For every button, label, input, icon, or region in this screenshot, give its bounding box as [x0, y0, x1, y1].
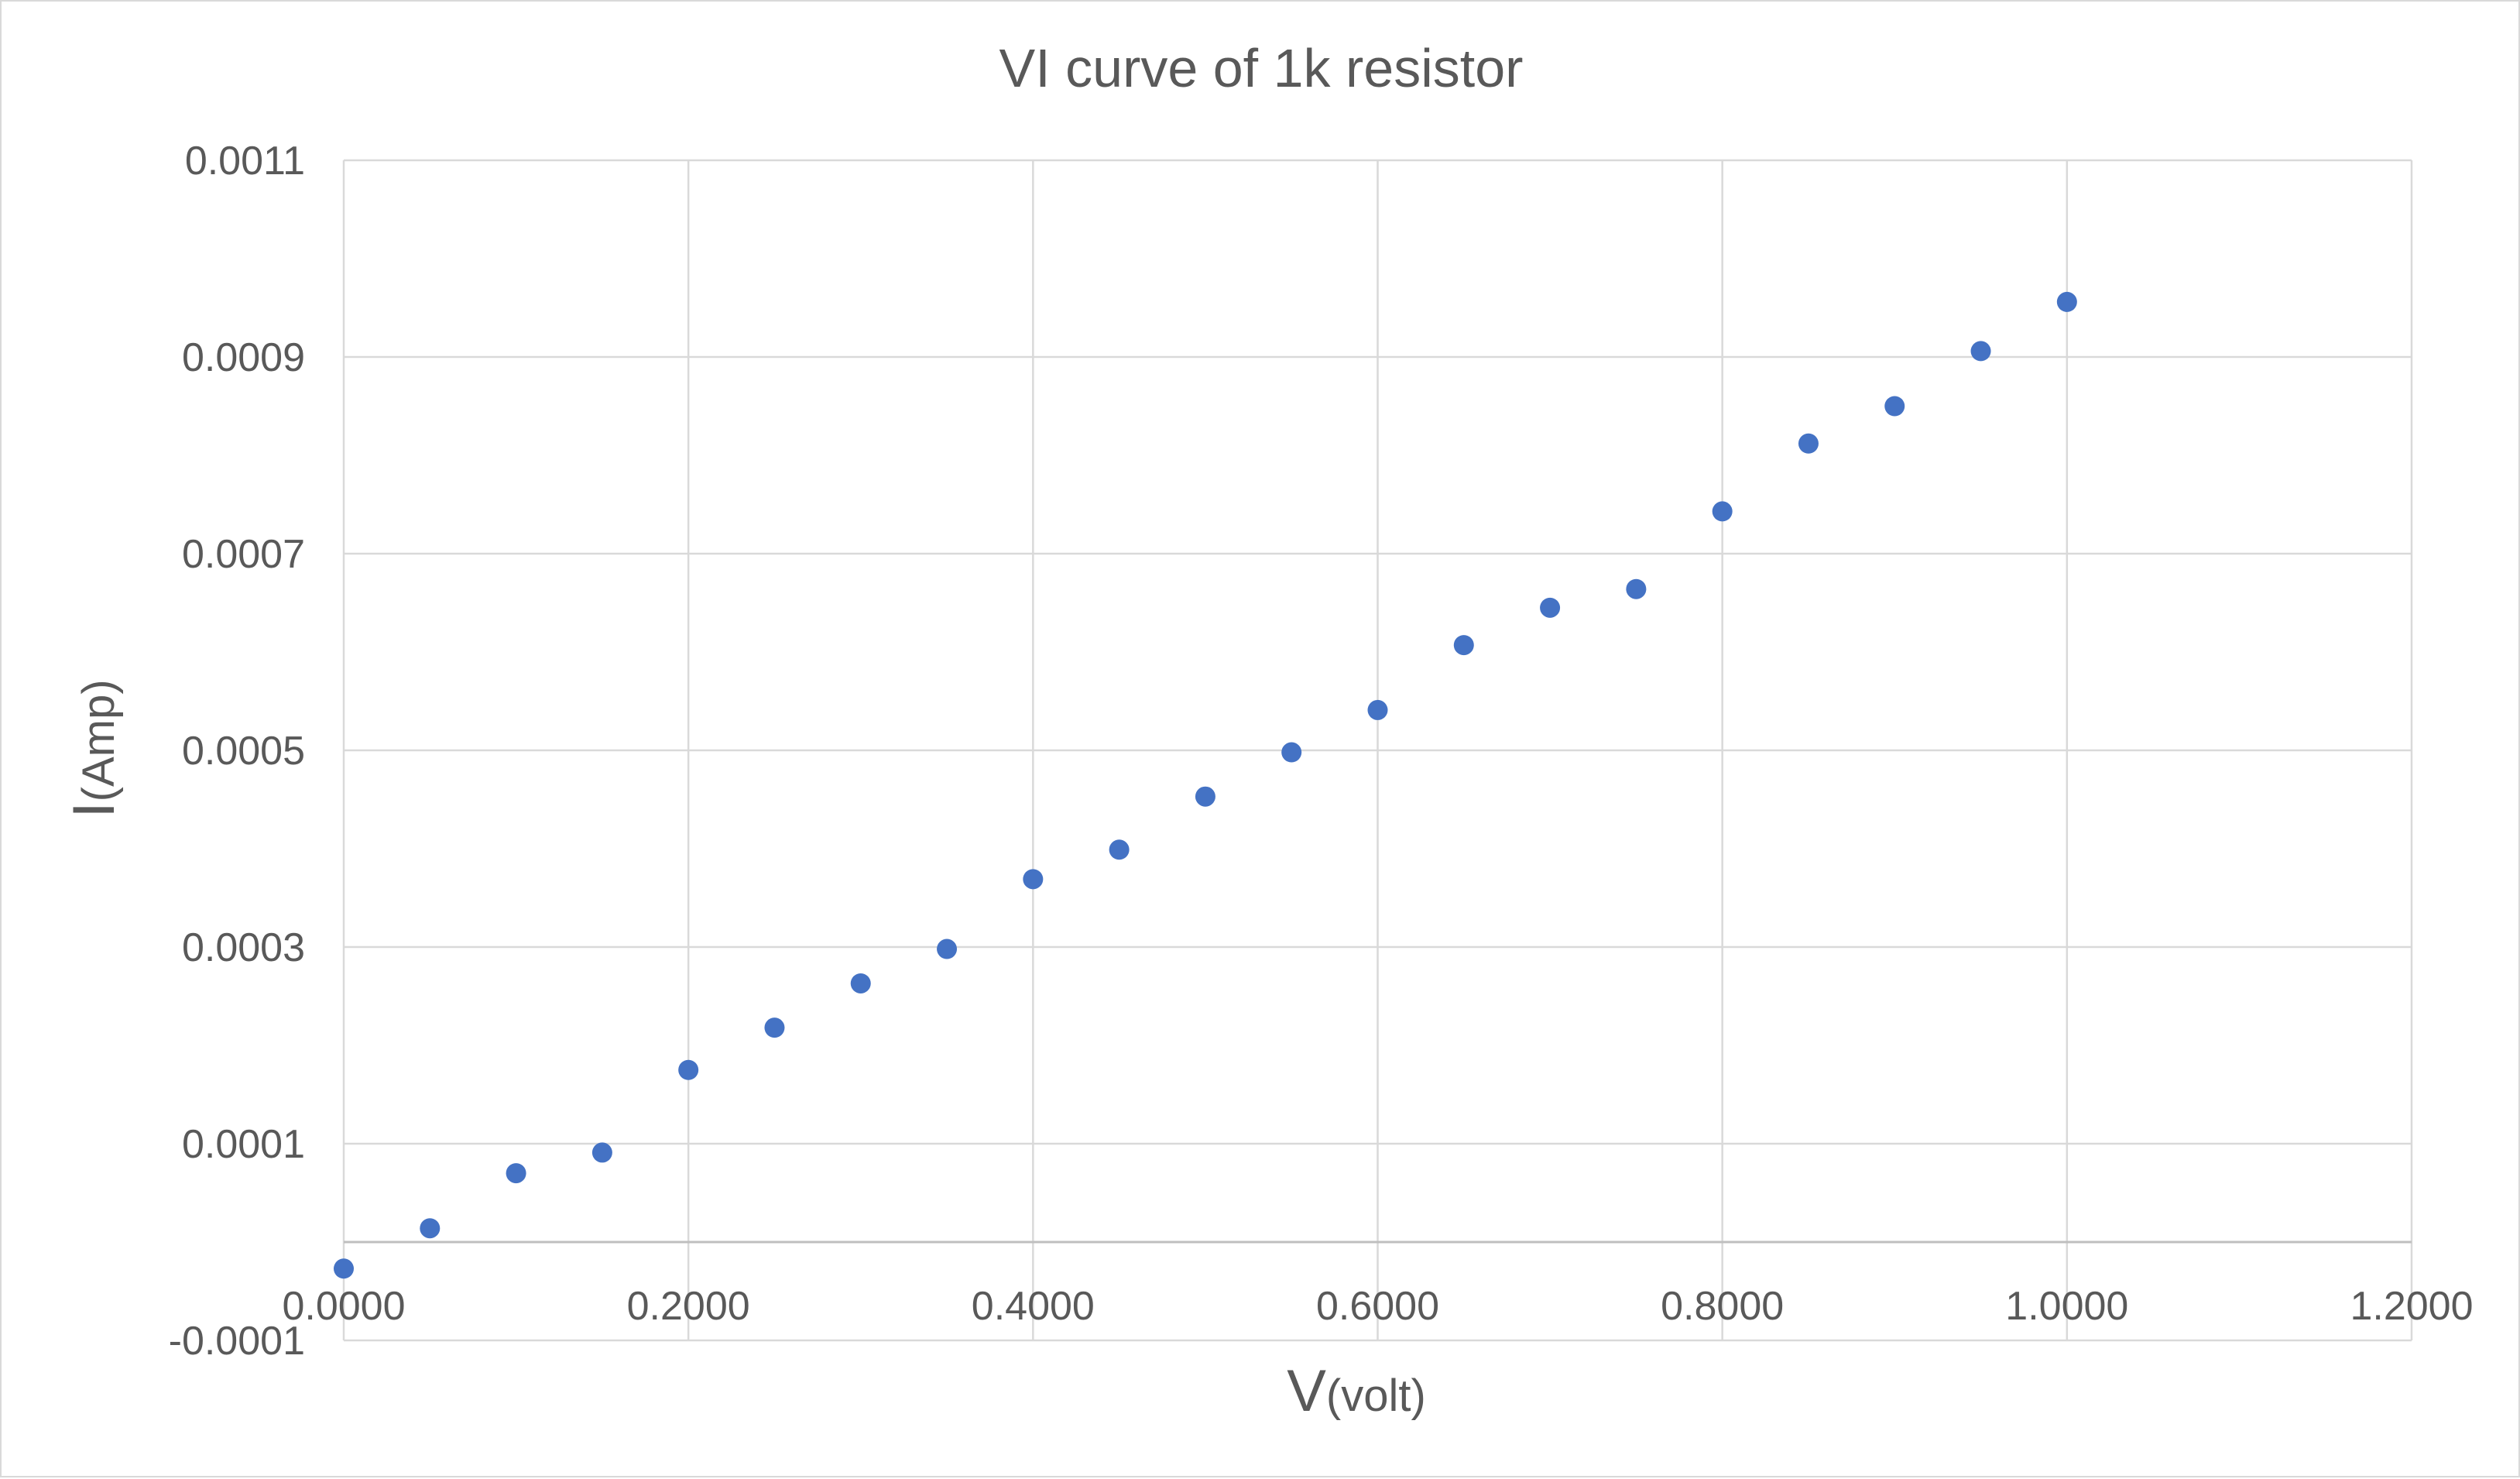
y-tick-label: -0.0001	[169, 1319, 305, 1364]
gridlines	[342, 159, 2413, 1342]
x-axis-title: V(volt)	[1287, 1358, 1426, 1424]
y-axis-title-unit: (Amp)	[74, 679, 124, 801]
x-tick-label: 1.0000	[2005, 1284, 2128, 1329]
y-tick-label: 0.0003	[182, 925, 305, 970]
data-point	[1970, 341, 1991, 362]
data-point	[678, 1059, 699, 1080]
y-tick-label: 0.0007	[182, 532, 305, 577]
y-tick-label: 0.0009	[182, 335, 305, 380]
tick-labels: -0.0001 0.0001 0.0003 0.0005 0.0007 0.0009 0.0…	[169, 139, 2474, 1364]
data-point	[1023, 869, 1044, 890]
data-point	[506, 1163, 526, 1184]
data-point	[334, 1258, 354, 1279]
x-axis-title-unit: (volt)	[1326, 1371, 1426, 1421]
y-tick-label: 0.0001	[182, 1122, 305, 1167]
data-point	[1109, 839, 1130, 860]
data-point	[1884, 396, 1905, 417]
data-points	[334, 291, 2077, 1279]
x-tick-label: 0.4000	[972, 1284, 1095, 1329]
y-axis-title: I(Amp)	[61, 679, 127, 818]
data-point	[1281, 742, 1302, 763]
data-point	[420, 1218, 441, 1239]
data-point	[764, 1017, 785, 1038]
x-tick-label: 0.2000	[627, 1284, 750, 1329]
data-point	[1798, 433, 1819, 454]
data-point	[1453, 635, 1474, 656]
chart-title: VI curve of 1k resistor	[999, 38, 1524, 98]
data-point	[850, 973, 871, 993]
x-tick-label: 1.2000	[2350, 1284, 2473, 1329]
x-tick-label: 0.0000	[282, 1284, 405, 1329]
data-point	[591, 1142, 612, 1163]
x-tick-label: 0.6000	[1316, 1284, 1439, 1329]
y-tick-label: 0.0005	[182, 729, 305, 774]
y-axis-title-main: I	[61, 801, 127, 818]
data-point	[1712, 501, 1733, 522]
data-point	[1626, 578, 1647, 599]
data-point	[1195, 786, 1215, 807]
data-point	[937, 939, 958, 959]
data-point	[1540, 597, 1561, 618]
data-point	[2056, 291, 2077, 312]
x-tick-label: 0.8000	[1661, 1284, 1784, 1329]
data-point	[1367, 699, 1388, 720]
x-axis-title-main: V	[1287, 1358, 1326, 1424]
y-tick-label: 0.0011	[185, 139, 305, 184]
